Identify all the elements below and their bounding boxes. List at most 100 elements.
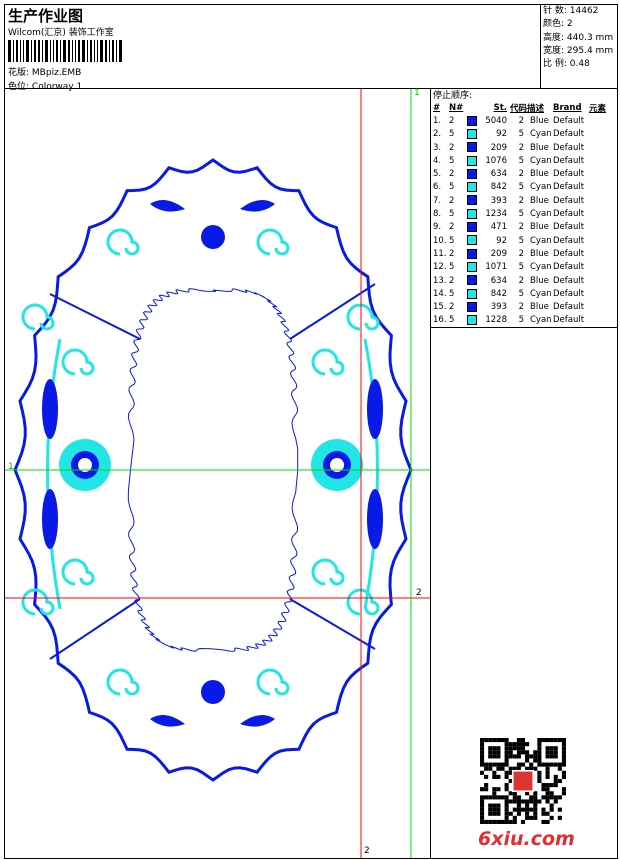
panel-divider (49, 293, 141, 340)
cell: 1076 (485, 155, 507, 166)
cell: 5 (518, 209, 524, 220)
cell: Cyan (530, 315, 552, 326)
swirl (256, 668, 290, 696)
swirl (346, 303, 380, 331)
cell: Blue (530, 222, 549, 233)
design-info: 针 数: 14462 颜色: 2 高度: 440.3 mm 宽度: 295.4 … (540, 4, 618, 89)
cell: Default (553, 169, 585, 180)
cell: Default (553, 235, 585, 246)
cell: 2 (449, 248, 455, 259)
panel-divider (289, 283, 376, 340)
column-header: N# (449, 102, 464, 113)
cell: Default (553, 275, 585, 286)
color-swatch (467, 208, 477, 219)
cell: 2 (518, 275, 524, 286)
cell: 209 (490, 248, 507, 259)
swirl (106, 228, 140, 256)
cell: 13. (433, 275, 447, 286)
color-swatch (467, 128, 477, 139)
cell: Blue (530, 169, 549, 180)
cell: 3. (433, 142, 442, 153)
cell: 634 (490, 275, 507, 286)
cell: 2. (433, 129, 442, 140)
cell: Default (553, 129, 585, 140)
cyan-arc-left (46, 338, 62, 610)
cell: Blue (530, 248, 549, 259)
cell: 5 (518, 129, 524, 140)
cell: Blue (530, 142, 549, 153)
cell: 1. (433, 115, 442, 126)
divider (430, 328, 431, 858)
info-scale: 比 例: 0.48 (543, 59, 590, 70)
cell: 842 (490, 288, 507, 299)
feather-leaf (150, 715, 185, 727)
cell: 92 (496, 129, 507, 140)
stop-row: 5. 2 634 2 Blue Default (433, 167, 613, 180)
swirl (21, 588, 55, 616)
feather-leaf (240, 715, 275, 727)
cell: Default (553, 262, 585, 273)
stop-row: 8. 5 1234 5 Cyan Default (433, 207, 613, 220)
feather-leaf (367, 489, 383, 549)
embroidery-design-preview (5, 89, 430, 858)
stop-row: 10. 5 92 5 Cyan Default (433, 234, 613, 247)
cell: 2 (449, 115, 455, 126)
inner-wavy-border (127, 288, 299, 652)
color-swatch (467, 115, 477, 126)
red-guide-label-bottom: 2 (364, 846, 370, 856)
cell: 471 (490, 222, 507, 233)
cell: Cyan (530, 182, 552, 193)
feather-leaf (150, 200, 185, 212)
cell: 2 (449, 142, 455, 153)
color-swatch (467, 288, 477, 299)
column-header (467, 101, 481, 114)
cell: Default (553, 302, 585, 313)
watermark-logo: 6xiu.com (478, 828, 575, 850)
color-swatch (467, 182, 477, 193)
color-swatch (467, 235, 477, 246)
cell: 2 (449, 222, 455, 233)
pattern-name: 花版: MBpiz.EMB (8, 65, 81, 78)
info-colors: 颜色: 2 (543, 19, 573, 30)
stop-row: 12. 5 1071 5 Cyan Default (433, 261, 613, 274)
cell: 8. (433, 209, 442, 220)
stop-row: 9. 2 471 2 Blue Default (433, 221, 613, 234)
cell: Default (553, 315, 585, 326)
stop-sequence-table: # N# St. 代码 描述 Brand 元素 1. 2 5040 2 Blue Default 2. 5… (433, 101, 613, 327)
cell: 2 (449, 169, 455, 180)
cell: 5. (433, 169, 442, 180)
cell: 2 (518, 248, 524, 259)
color-swatch (467, 195, 477, 206)
cell: 2 (518, 142, 524, 153)
column-header: # (433, 102, 441, 113)
swirl (61, 348, 95, 376)
color-swatch (467, 222, 477, 233)
cell: Default (553, 155, 585, 166)
cell: 5 (518, 235, 524, 246)
column-header: 代码 (509, 103, 527, 114)
flower-eye (330, 458, 344, 472)
cell: 2 (518, 195, 524, 206)
color-swatch (467, 315, 477, 326)
feather-leaf (42, 379, 58, 439)
cell: 2 (518, 169, 524, 180)
cell: 5 (518, 182, 524, 193)
stop-row: 7. 2 393 2 Blue Default (433, 194, 613, 207)
red-guide-label: 2 (416, 588, 422, 598)
cell: 2 (518, 222, 524, 233)
stop-row: 16. 5 1228 5 Cyan Default (433, 314, 613, 327)
flower-small (201, 225, 225, 249)
panel-divider (49, 598, 141, 660)
color-swatch (467, 142, 477, 153)
cell: 5 (518, 315, 524, 326)
cell: 5 (449, 288, 455, 299)
sheet-frame (4, 4, 618, 859)
cell: Cyan (530, 155, 552, 166)
page-title: 生产作业图 (8, 7, 84, 25)
cell: 7. (433, 195, 442, 206)
feather-leaf (240, 200, 275, 212)
stop-sequence-list: 停止顺序: # N# St. 代码 描述 Brand 元素 1. 2 5040 2 Blue Defa… (430, 88, 618, 328)
cell: Default (553, 248, 585, 259)
cyan-arc-right (363, 338, 379, 610)
info-stitches: 针 数: 14462 (543, 6, 599, 16)
